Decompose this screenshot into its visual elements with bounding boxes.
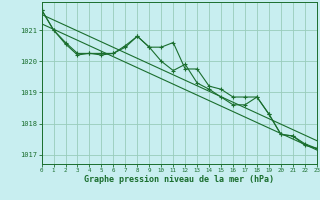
X-axis label: Graphe pression niveau de la mer (hPa): Graphe pression niveau de la mer (hPa) (84, 175, 274, 184)
